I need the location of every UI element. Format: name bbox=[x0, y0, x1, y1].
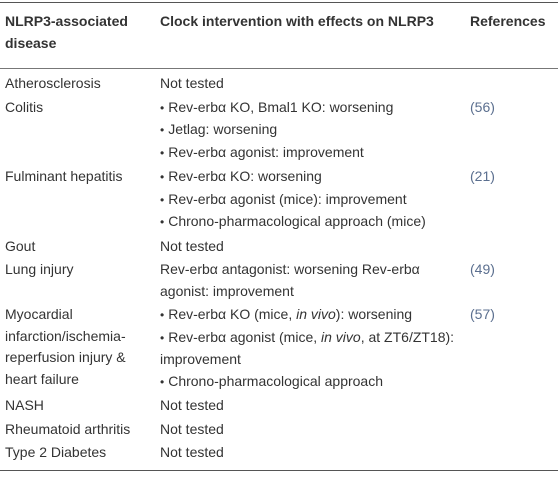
header-cell: Clock intervention with effects on NLRP3 bbox=[155, 2, 465, 69]
intervention-cell: Not tested bbox=[160, 237, 224, 254]
text-segment: , at ZT6/ZT18): improvement bbox=[160, 328, 455, 368]
reference-cell: (21) bbox=[470, 168, 495, 184]
text-segment: Rev-erbα KO (mice, bbox=[168, 306, 297, 322]
intervention-item: Chrono-pharmacological approach (mice) bbox=[160, 211, 461, 234]
intervention-list: Rev-erbα KO (mice, in vivo): worseningRe… bbox=[160, 304, 461, 393]
text-segment: in vivo bbox=[296, 306, 336, 322]
table-body: Atherosclerosis Not tested Colitis Rev-erbα… bbox=[0, 69, 558, 471]
disease-cell: Rheumatoid arthritis bbox=[5, 420, 131, 437]
intervention-cell: Not tested bbox=[160, 444, 224, 460]
disease-cell: Type 2 Diabetes bbox=[5, 444, 107, 460]
text-segment: Rev-erbα agonist (mice, bbox=[168, 328, 322, 345]
disease-cell: Atherosclerosis bbox=[5, 75, 101, 91]
header-cell: References bbox=[465, 2, 558, 69]
table-row: NASH Not tested bbox=[0, 394, 558, 418]
reference-cell bbox=[465, 441, 558, 470]
intervention-item: Rev-erbα agonist (mice): improvement bbox=[160, 189, 461, 212]
reference-cell: (49) bbox=[470, 261, 495, 277]
disease-cell: Fulminant hepatitis bbox=[5, 168, 123, 184]
header-cell: NLRP3-associated disease bbox=[0, 2, 155, 69]
intervention-item: Rev-erbα agonist: improvement bbox=[160, 142, 461, 165]
disease-cell: Colitis bbox=[5, 98, 44, 115]
table-row: Myocardial infarction/ischemia-reperfusi… bbox=[0, 303, 558, 394]
table-row: Gout Not tested bbox=[0, 235, 558, 259]
table: NLRP3-associated disease Clock interventi… bbox=[0, 2, 558, 471]
reference-cell bbox=[465, 394, 558, 418]
text-segment: ): worsening bbox=[335, 306, 413, 322]
reference-cell bbox=[465, 235, 558, 259]
intervention-item: Jetlag: worsening bbox=[160, 119, 461, 142]
reference-cell bbox=[465, 418, 558, 442]
intervention-item: Chrono-pharmacological approach bbox=[160, 371, 461, 394]
intervention-item: Rev-erbα KO (mice, in vivo): worsening bbox=[160, 304, 461, 327]
reference-cell: (57) bbox=[470, 306, 495, 322]
intervention-item: Rev-erbα KO: worsening bbox=[160, 166, 461, 189]
disease-cell: Gout bbox=[5, 237, 36, 254]
table-row: Colitis Rev-erbα KO, Bmal1 KO: worseningJ… bbox=[0, 96, 558, 166]
intervention-list: Rev-erbα KO, Bmal1 KO: worseningJetlag: … bbox=[160, 97, 461, 165]
reference-cell bbox=[465, 69, 558, 96]
intervention-item: Rev-erbα KO, Bmal1 KO: worsening bbox=[160, 97, 461, 120]
disease-cell: Lung injury bbox=[5, 261, 74, 277]
table-row: Lung injury Rev-erbα antagonist: worsenin… bbox=[0, 258, 558, 303]
intervention-cell: Not tested bbox=[160, 75, 224, 91]
intervention-item: Rev-erbα agonist (mice, in vivo, at ZT6/… bbox=[160, 327, 461, 371]
intervention-cell: Rev-erbα antagonist: worsening Rev-erbα … bbox=[160, 261, 420, 299]
text-segment: in vivo bbox=[321, 328, 361, 345]
table-header: NLRP3-associated disease Clock interventi… bbox=[0, 2, 558, 69]
disease-cell: NASH bbox=[5, 397, 44, 413]
table-row: Fulminant hepatitis Rev-erbα KO: worsenin… bbox=[0, 165, 558, 235]
table-row: Atherosclerosis Not tested bbox=[0, 69, 558, 96]
table-row: Type 2 Diabetes Not tested bbox=[0, 441, 558, 470]
reference-cell: (56) bbox=[470, 98, 495, 115]
intervention-cell: Not tested bbox=[160, 397, 224, 413]
table-row: Rheumatoid arthritis Not tested bbox=[0, 418, 558, 442]
disease-cell: Myocardial infarction/ischemia-reperfusi… bbox=[5, 306, 126, 387]
intervention-cell: Rev-erbα KO (mice, in vivo): worseningRe… bbox=[155, 303, 465, 394]
intervention-cell: Not tested bbox=[160, 420, 224, 437]
header-row: NLRP3-associated disease Clock interventi… bbox=[0, 2, 558, 69]
intervention-cell: Rev-erbα KO, Bmal1 KO: worseningJetlag: … bbox=[155, 96, 465, 166]
